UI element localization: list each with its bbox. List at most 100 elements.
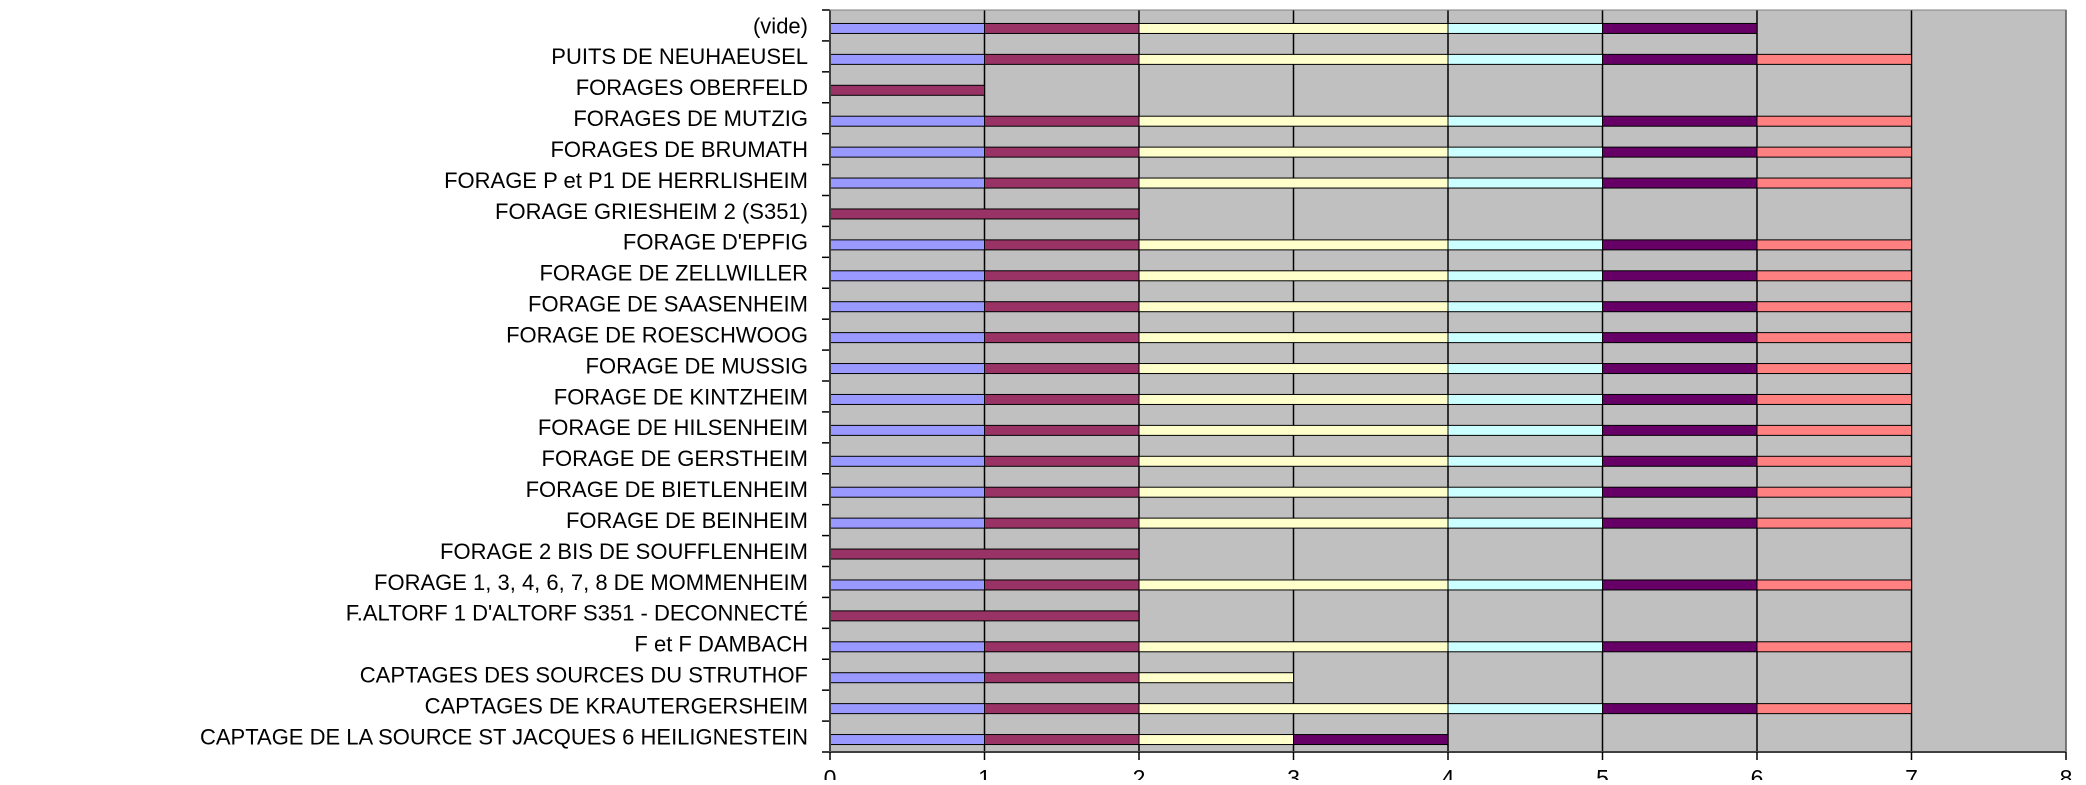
category-label: FORAGE DE BIETLENHEIM bbox=[526, 477, 808, 502]
category-label: FORAGES DE MUTZIG bbox=[573, 106, 808, 131]
bar-segment bbox=[829, 53, 985, 65]
bar-segment bbox=[984, 177, 1140, 189]
bar-segment bbox=[1447, 486, 1603, 498]
bar-segment bbox=[1138, 239, 1449, 251]
category-label: FORAGES OBERFELD bbox=[576, 75, 808, 100]
bar-segment bbox=[984, 363, 1140, 375]
bar-segment bbox=[1447, 517, 1603, 529]
bar-segment bbox=[1602, 53, 1758, 65]
category-label: FORAGE DE BEINHEIM bbox=[566, 508, 808, 533]
bar-segment bbox=[1756, 146, 1912, 158]
category-label: (vide) bbox=[753, 13, 808, 38]
bar-segment bbox=[1602, 486, 1758, 498]
bar-segment bbox=[984, 146, 1140, 158]
bar-segment bbox=[829, 177, 985, 189]
x-tick-label: 2 bbox=[1133, 765, 1146, 780]
bar-segment bbox=[829, 517, 985, 529]
bar-segment bbox=[1602, 177, 1758, 189]
bar-segment bbox=[1602, 146, 1758, 158]
bar-segment bbox=[1138, 270, 1449, 282]
category-label: CAPTAGES DES SOURCES DU STRUTHOF bbox=[360, 663, 808, 688]
bar-segment bbox=[829, 363, 985, 375]
bar-segment bbox=[1447, 239, 1603, 251]
category-label: FORAGE D'EPFIG bbox=[623, 230, 808, 255]
bar-segment bbox=[1756, 177, 1912, 189]
bar-segment bbox=[984, 455, 1140, 467]
bar-segment bbox=[1138, 579, 1449, 591]
bar-segment bbox=[984, 115, 1140, 127]
category-label: CAPTAGE DE LA SOURCE ST JACQUES 6 HEILIG… bbox=[200, 724, 808, 749]
bar-segment bbox=[1756, 517, 1912, 529]
category-label: FORAGE DE HILSENHEIM bbox=[538, 415, 808, 440]
bar-segment bbox=[1138, 734, 1294, 746]
bar-segment bbox=[1138, 455, 1449, 467]
bar-segment bbox=[829, 393, 985, 405]
bar-segment bbox=[1138, 393, 1449, 405]
bar-segment bbox=[984, 53, 1140, 65]
bar-segment bbox=[1138, 424, 1449, 436]
bar-segment bbox=[1602, 115, 1758, 127]
bar-segment bbox=[984, 424, 1140, 436]
bar-segment bbox=[1447, 177, 1603, 189]
bar-segment bbox=[984, 332, 1140, 344]
bar-segment bbox=[984, 22, 1140, 34]
bar-segment bbox=[829, 703, 985, 715]
bar-segment bbox=[984, 393, 1140, 405]
bar-segment bbox=[1602, 332, 1758, 344]
bar-segment bbox=[829, 332, 985, 344]
x-tick-label: 8 bbox=[2060, 765, 2073, 780]
category-label: F et F DAMBACH bbox=[634, 632, 808, 657]
bar-segment bbox=[1602, 641, 1758, 653]
bar-segment bbox=[1602, 393, 1758, 405]
category-label: CAPTAGES DE KRAUTERGERSHEIM bbox=[425, 693, 808, 718]
bar-segment bbox=[829, 270, 985, 282]
bar-segment bbox=[984, 703, 1140, 715]
bar-segment bbox=[1602, 270, 1758, 282]
bar-segment bbox=[1602, 424, 1758, 436]
bar-segment bbox=[1138, 115, 1449, 127]
bar-segment bbox=[1138, 146, 1449, 158]
bar-segment bbox=[1602, 301, 1758, 313]
bar-segment bbox=[1138, 53, 1449, 65]
bar-segment bbox=[984, 672, 1140, 684]
bar-segment bbox=[1447, 641, 1603, 653]
bar-segment bbox=[1138, 672, 1294, 684]
bar-segment bbox=[1447, 332, 1603, 344]
bar-segment bbox=[1447, 270, 1603, 282]
bar-segment bbox=[1138, 641, 1449, 653]
bar-segment bbox=[829, 548, 1140, 560]
bar-segment bbox=[984, 517, 1140, 529]
bar-segment bbox=[1447, 301, 1603, 313]
bar-segment bbox=[1447, 53, 1603, 65]
category-label: FORAGE GRIESHEIM 2 (S351) bbox=[495, 199, 808, 224]
labels: (vide) PUITS DE NEUHAEUSEL FORAGES OBERFEL… bbox=[200, 13, 2073, 785]
bar-segment bbox=[829, 424, 985, 436]
category-label: FORAGE DE GERSTHEIM bbox=[542, 446, 808, 471]
category-label: FORAGE DE ZELLWILLER bbox=[539, 261, 808, 286]
x-tick-label: 0 bbox=[824, 765, 837, 780]
x-tick-label: 5 bbox=[1596, 765, 1609, 780]
bar-segment bbox=[984, 641, 1140, 653]
x-tick-label: 1 bbox=[978, 765, 991, 780]
category-label: F.ALTORF 1 D'ALTORF S351 - DECONNECTÉ bbox=[346, 601, 808, 626]
bar-segment bbox=[1138, 517, 1449, 529]
bar-segment bbox=[1756, 332, 1912, 344]
x-tick-label: 3 bbox=[1287, 765, 1300, 780]
x-tick-label: 6 bbox=[1751, 765, 1764, 780]
bar-segment bbox=[1138, 486, 1449, 498]
bar-segment bbox=[1138, 703, 1449, 715]
bar-segment bbox=[1602, 517, 1758, 529]
bar-segment bbox=[984, 734, 1140, 746]
bar-segment bbox=[829, 579, 985, 591]
x-tick-label: 7 bbox=[1905, 765, 1918, 780]
bar-segment bbox=[1756, 393, 1912, 405]
bar-segment bbox=[1602, 455, 1758, 467]
category-label: FORAGE DE KINTZHEIM bbox=[554, 384, 808, 409]
bar-segment bbox=[1602, 579, 1758, 591]
bar-segment bbox=[829, 22, 985, 34]
bar-segment bbox=[829, 208, 1140, 220]
bar-segment bbox=[984, 486, 1140, 498]
category-label: FORAGE DE MUSSIG bbox=[586, 353, 808, 378]
bar-segment bbox=[1138, 301, 1449, 313]
